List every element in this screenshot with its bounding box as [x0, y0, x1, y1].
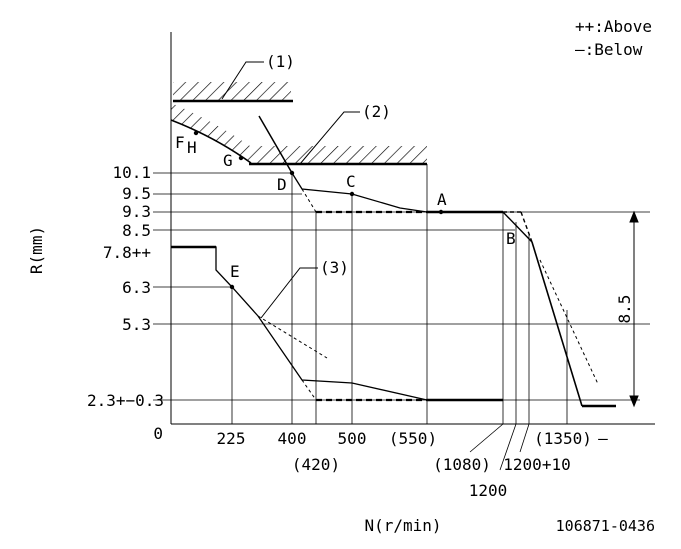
y-tick-labels: 10.1 9.5 9.3 8.5 7.8++ 6.3 5.3 2.3+−0.3: [87, 163, 164, 410]
point-label-h: H: [187, 138, 197, 157]
stopper-1-hatch: [173, 82, 291, 101]
y-tick-6-3: 6.3: [122, 278, 151, 297]
callout-3: (3): [320, 258, 349, 277]
callout-2: (2): [362, 102, 391, 121]
point-label-c: C: [346, 172, 356, 191]
y-axis-label: R(mm): [27, 226, 46, 274]
point-label-d: D: [277, 175, 287, 194]
point-label-f: F: [175, 133, 185, 152]
horizontal-reference-lines: [153, 172, 650, 401]
callout-leaders: [221, 61, 360, 319]
x-tick-420: (420): [292, 455, 340, 474]
point-label-b: B: [506, 229, 516, 248]
axes: [170, 32, 655, 425]
vertical-reference-lines: [231, 164, 568, 424]
x-tick-dash: —: [598, 429, 608, 448]
y-tick-10-1: 10.1: [112, 163, 151, 182]
x-tick-225: 225: [217, 429, 246, 448]
stopper-2-hatch: [171, 103, 427, 163]
stopper-2: [170, 103, 427, 166]
y-tick-9-3: 9.3: [122, 202, 151, 221]
callout-1: (1): [266, 52, 295, 71]
x-tick-1080: (1080): [433, 455, 491, 474]
y-tick-5-3: 5.3: [122, 315, 151, 334]
point-markers: [193, 130, 444, 290]
y-tick-8-5: 8.5: [122, 221, 151, 240]
x-tick-1350: (1350): [534, 429, 592, 448]
dimension-label: 8.5: [615, 295, 634, 324]
dimension-8-5: [629, 210, 639, 408]
point-label-a: A: [437, 190, 447, 209]
x-tick-400: 400: [278, 429, 307, 448]
point-label-e: E: [230, 262, 240, 281]
stopper-2-curve: [170, 119, 252, 164]
x-tick-1200: 1200: [469, 481, 508, 500]
point-labels: A B C D E F G H: [175, 133, 516, 281]
stopper-1: [173, 82, 293, 103]
x-tick-labels: 225 400 (420) 500 (550) (1080) 1200 1200…: [217, 429, 609, 500]
origin-label: 0: [153, 424, 163, 443]
legend-below: —:Below: [575, 40, 643, 59]
y-tick-2-3: 2.3+−0.3: [87, 391, 164, 410]
x-tick-500: 500: [338, 429, 367, 448]
x-tick-550: (550): [389, 429, 437, 448]
lower-characteristic: [171, 245, 503, 402]
y-tick-7-8: 7.8++: [103, 243, 151, 262]
x-tick-1200-plus-10: 1200+10: [503, 455, 570, 474]
callout-labels: (1) (2) (3): [266, 52, 391, 277]
legend-above: ++:Above: [575, 17, 652, 36]
y-tick-9-5: 9.5: [122, 184, 151, 203]
bottom-leader-lines: [469, 423, 530, 471]
drawing-number: 106871-0436: [556, 517, 655, 535]
point-label-g: G: [223, 151, 233, 170]
x-axis-label: N(r/min): [364, 516, 441, 535]
